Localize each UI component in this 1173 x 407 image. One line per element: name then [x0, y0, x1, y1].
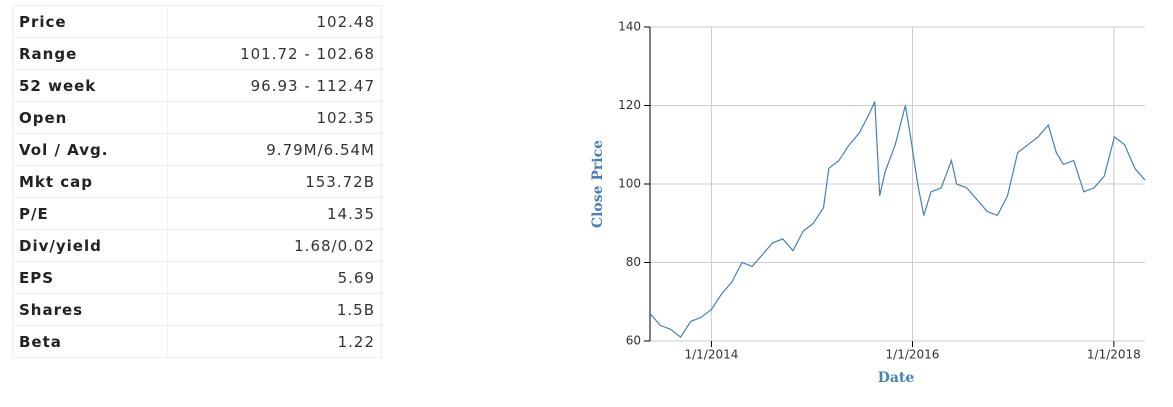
- stat-value: 14.35: [167, 197, 382, 230]
- y-tick-label: 120: [618, 98, 641, 112]
- table-row: Beta 1.22: [12, 325, 382, 358]
- stat-label: Price: [12, 5, 168, 38]
- stat-value: 101.72 - 102.68: [167, 37, 382, 70]
- table-row: P/E 14.35: [12, 197, 382, 230]
- table-row: Shares 1.5B: [12, 293, 382, 326]
- table-row: Mkt cap 153.72B: [12, 165, 382, 198]
- y-tick-label: 60: [626, 334, 641, 348]
- stat-value: 96.93 - 112.47: [167, 69, 382, 102]
- stat-label: EPS: [12, 261, 168, 294]
- stat-value: 1.22: [167, 325, 382, 358]
- stats-table: Price 102.48 Range 101.72 - 102.68 52 week 96…: [12, 5, 382, 358]
- stat-label: Div/yield: [12, 229, 168, 262]
- y-tick-label: 140: [618, 20, 641, 34]
- stat-value: 1.5B: [167, 293, 382, 326]
- table-row: 52 week 96.93 - 112.47: [12, 69, 382, 102]
- stat-label: Vol / Avg.: [12, 133, 168, 166]
- y-axis-label: Close Price: [590, 140, 606, 228]
- stat-label: Mkt cap: [12, 165, 168, 198]
- stat-value: 102.35: [167, 101, 382, 134]
- x-tick-label: 1/1/2018: [1087, 348, 1141, 362]
- stat-value: 153.72B: [167, 165, 382, 198]
- stat-value: 1.68/0.02: [167, 229, 382, 262]
- x-tick-label: 1/1/2014: [684, 348, 738, 362]
- stat-label: Beta: [12, 325, 168, 358]
- y-tick-label: 80: [626, 255, 641, 269]
- table-row: Range 101.72 - 102.68: [12, 37, 382, 70]
- stat-value: 102.48: [167, 5, 382, 38]
- price-line: [649, 101, 1146, 338]
- x-axis-label: Date: [878, 370, 915, 386]
- stat-label: Open: [12, 101, 168, 134]
- stat-label: P/E: [12, 197, 168, 230]
- y-tick-label: 100: [618, 177, 641, 191]
- table-row: Div/yield 1.68/0.02: [12, 229, 382, 262]
- table-row: Price 102.48: [12, 5, 382, 38]
- table-row: Open 102.35: [12, 101, 382, 134]
- x-tick-label: 1/1/2016: [886, 348, 940, 362]
- stat-value: 9.79M/6.54M: [167, 133, 382, 166]
- table-row: Vol / Avg. 9.79M/6.54M: [12, 133, 382, 166]
